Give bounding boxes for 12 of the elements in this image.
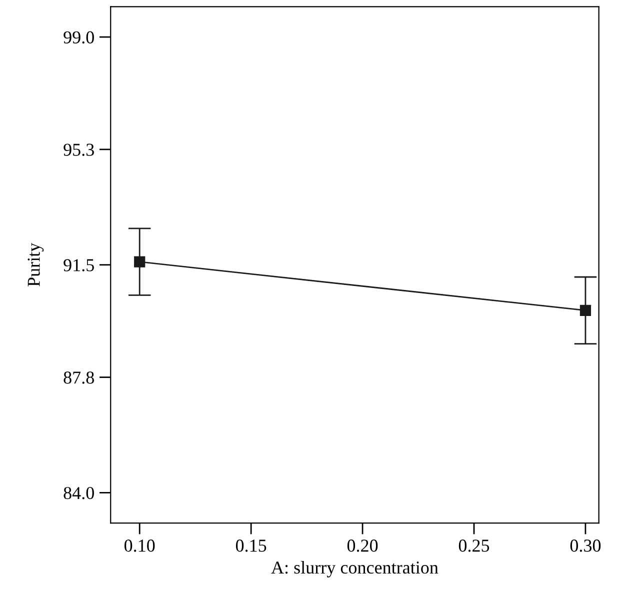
y-tick-label: 87.8 xyxy=(64,372,94,384)
y-tick-label: 99.0 xyxy=(64,31,94,44)
y-tick-label: 84.0 xyxy=(64,486,94,500)
x-tick-label: 0.30 xyxy=(570,540,601,552)
y-tick-label: 91.5 xyxy=(64,259,94,272)
y-tick-label: 95.3 xyxy=(64,144,94,156)
x-tick-label: 0.10 xyxy=(124,540,155,552)
y-axis-title: Purity xyxy=(28,242,44,286)
x-axis-title: A: slurry concentration xyxy=(271,560,438,578)
x-tick-label: 0.15 xyxy=(236,540,266,552)
x-tick-label: 0.20 xyxy=(347,540,378,552)
x-tick-label: 0.25 xyxy=(458,540,490,552)
